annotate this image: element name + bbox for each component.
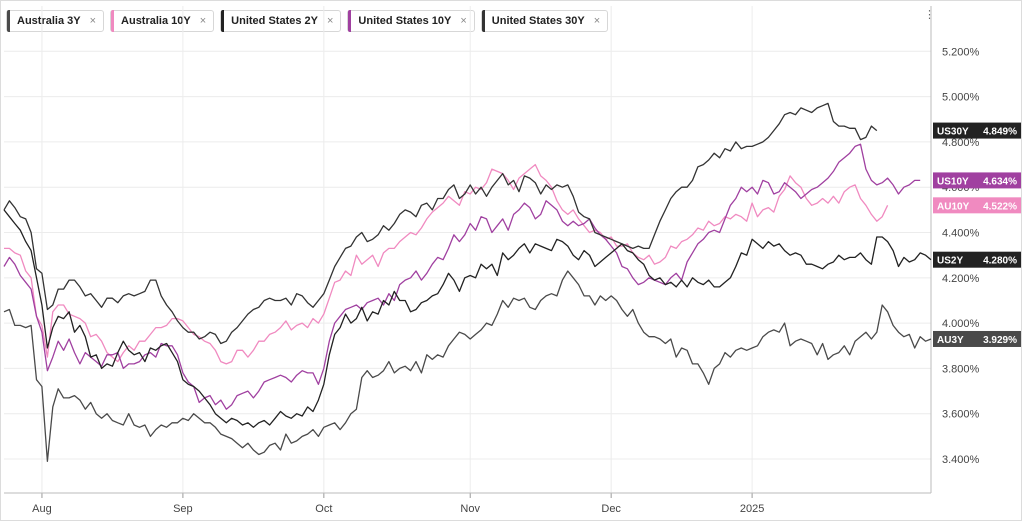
value-tag-name: US10Y (937, 176, 969, 187)
y-tick-label: 4.800% (942, 137, 980, 149)
y-tick-label: 4.200% (942, 273, 980, 285)
legend-chip-australia-10y[interactable]: Australia 10Y × (110, 10, 215, 32)
y-tick-label: 3.600% (942, 409, 980, 421)
y-tick-label: 4.000% (942, 318, 980, 330)
close-icon[interactable]: × (199, 15, 207, 27)
value-tag-name: US2Y (937, 256, 963, 267)
legend-color-swatch (111, 10, 115, 32)
y-tick-label: 3.400% (942, 454, 980, 466)
value-tag-background (933, 251, 1021, 268)
value-tag-us30y: US30Y 4.849% (933, 122, 1021, 139)
value-tag-name: AU10Y (937, 201, 970, 212)
value-tag-us10y: US10Y 4.634% (933, 172, 1021, 189)
value-tag-value: 4.634% (983, 176, 1017, 187)
value-tag-background (933, 197, 1021, 214)
legend-label: Australia 10Y (121, 15, 191, 27)
legend-chip-australia-3y[interactable]: Australia 3Y × (6, 10, 105, 32)
y-tick-label: 5.200% (942, 46, 980, 58)
value-tag-us2y: US2Y 4.280% (933, 251, 1021, 268)
series-line-us10y (3, 143, 921, 410)
x-tick-label: Sep (173, 503, 193, 515)
legend-color-swatch (7, 10, 10, 32)
legend-color-swatch (348, 10, 352, 32)
legend: Australia 3Y × Australia 10Y × United St… (6, 9, 609, 33)
legend-label: United States 2Y (231, 15, 318, 27)
legend-label: Australia 3Y (17, 15, 81, 27)
close-icon[interactable]: × (326, 15, 334, 27)
x-tick-label: Dec (601, 503, 621, 515)
y-tick-label: 5.000% (942, 92, 980, 104)
close-icon[interactable]: × (593, 15, 601, 27)
x-tick-label: Aug (32, 503, 52, 515)
series-line-us2y (3, 209, 932, 428)
legend-chip-united-states-10y[interactable]: United States 10Y × (347, 10, 475, 32)
close-icon[interactable]: × (460, 15, 467, 27)
y-tick-label: 3.800% (942, 363, 980, 375)
legend-label: United States 10Y (358, 15, 452, 27)
legend-label: United States 30Y (491, 15, 585, 27)
series-line-au10y (4, 163, 889, 365)
value-tag-background (933, 172, 1021, 189)
value-tag-background (933, 122, 1021, 139)
value-tag-value: 4.522% (983, 201, 1017, 212)
value-tag-au3y: AU3Y 3.929% (933, 330, 1021, 347)
value-tag-value: 4.280% (983, 256, 1017, 267)
value-tag-name: US30Y (937, 127, 969, 138)
value-tag-au10y: AU10Y 4.522% (933, 197, 1021, 214)
x-tick-label: Nov (460, 503, 480, 515)
series-line-us30y (3, 102, 878, 345)
value-tag-value: 3.929% (983, 335, 1017, 346)
value-tag-value: 4.849% (983, 127, 1017, 138)
x-tick-label: 2025 (740, 503, 764, 515)
y-tick-label: 4.400% (942, 228, 980, 240)
value-tag-name: AU3Y (937, 335, 964, 346)
legend-color-swatch (221, 10, 225, 32)
legend-color-swatch (481, 10, 485, 32)
close-icon[interactable]: × (89, 15, 97, 27)
legend-chip-united-states-2y[interactable]: United States 2Y × (220, 10, 342, 32)
x-tick-label: Oct (315, 503, 332, 515)
legend-chip-united-states-30y[interactable]: United States 30Y × (480, 10, 609, 32)
series-line-au3y (3, 270, 932, 462)
vertical-dots-icon[interactable]: ⋮ (924, 9, 935, 21)
value-tag-background (933, 330, 1021, 347)
